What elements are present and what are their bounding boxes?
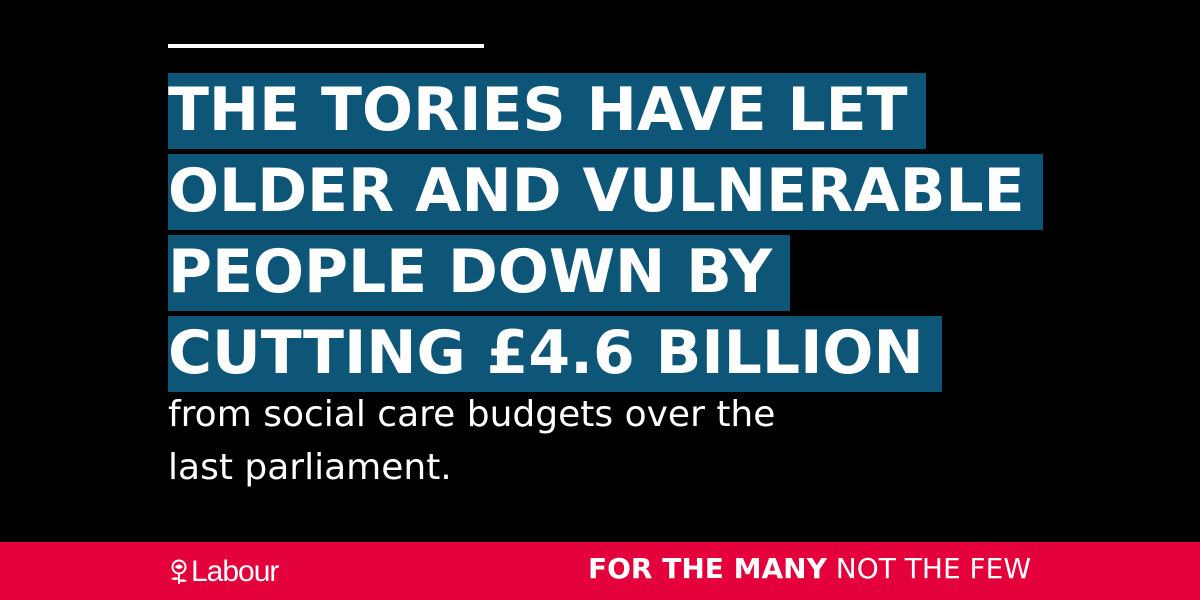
headline-line: THE TORIES HAVE LET [168, 70, 1048, 151]
headline-line-text: OLDER AND VULNERABLE [168, 154, 1043, 230]
slogan-bold: FOR THE MANY [588, 552, 827, 585]
labour-logo: Labour [168, 554, 279, 590]
headline-line: PEOPLE DOWN BY [168, 232, 1048, 313]
subheadline-line: from social care budgets over the [168, 394, 776, 435]
slogan: FOR THE MANY NOT THE FEW [588, 551, 1031, 587]
footer-bar: Labour FOR THE MANY NOT THE FEW [0, 542, 1200, 600]
headline-line: CUTTING £4.6 BILLION [168, 313, 1048, 394]
rose-icon [168, 559, 190, 585]
headline-line-text: PEOPLE DOWN BY [168, 235, 791, 311]
subheadline: from social care budgets over the last p… [168, 388, 928, 494]
headline: THE TORIES HAVE LET OLDER AND VULNERABLE… [168, 70, 1048, 394]
logo-text: Labour [191, 555, 279, 588]
top-rule-divider [168, 44, 484, 48]
headline-line-text: CUTTING £4.6 BILLION [168, 316, 942, 392]
headline-line-text: THE TORIES HAVE LET [168, 73, 926, 149]
headline-line: OLDER AND VULNERABLE [168, 151, 1048, 232]
slogan-light: NOT THE FEW [835, 552, 1032, 585]
subheadline-line: last parliament. [168, 447, 452, 488]
